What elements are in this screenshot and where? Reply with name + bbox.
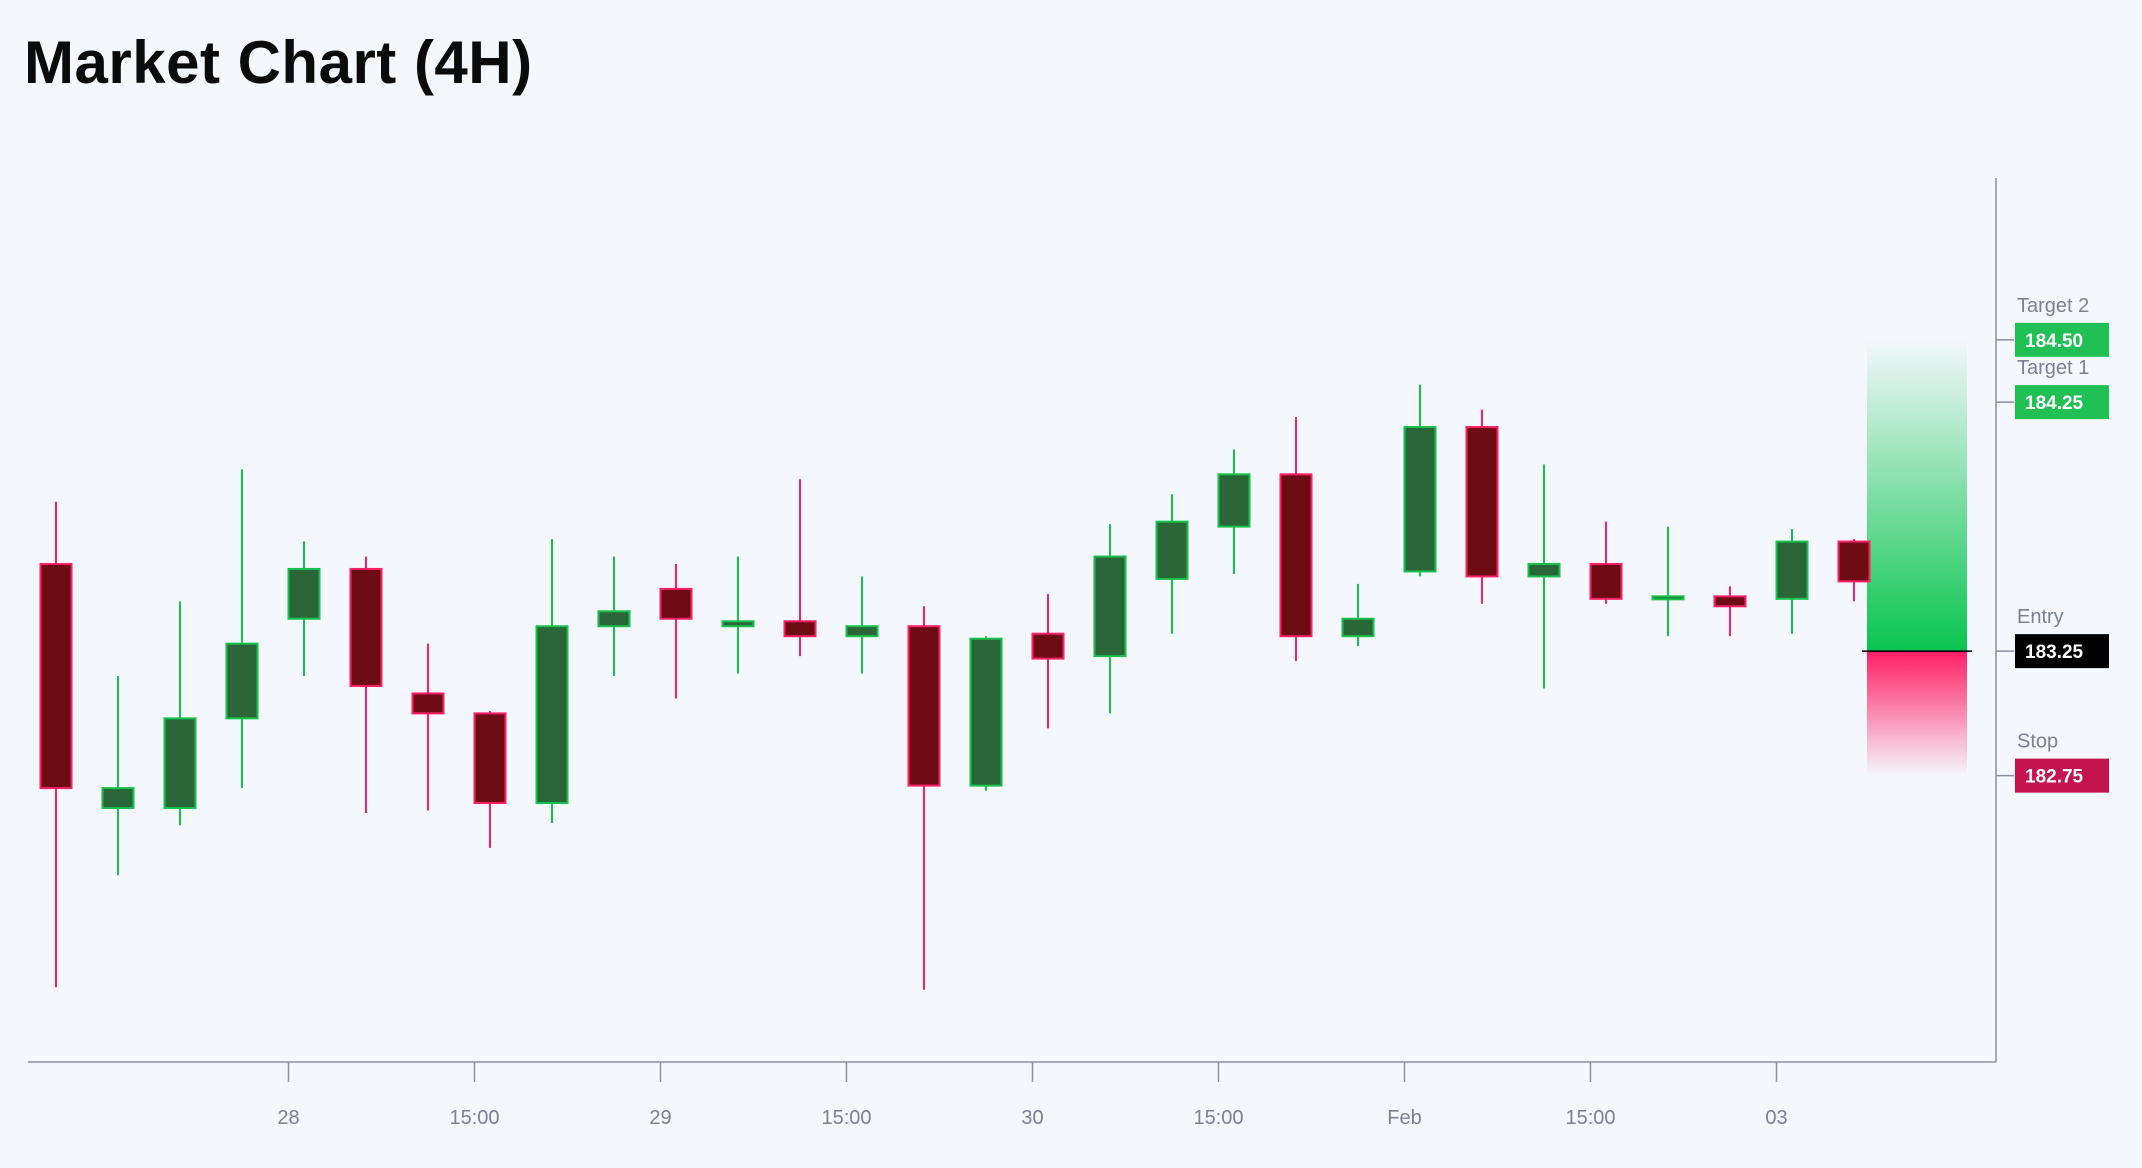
candle xyxy=(1403,384,1437,577)
x-tick-label: 15:00 xyxy=(1193,1107,1243,1129)
level-value: 182.75 xyxy=(2025,767,2084,788)
x-tick-label: 29 xyxy=(649,1107,671,1129)
candle xyxy=(1527,464,1561,689)
candle-body xyxy=(907,625,941,787)
candle-body xyxy=(1217,473,1251,528)
candle xyxy=(907,606,941,990)
price-levels-layer: Target 2 184.50 Target 1 184.25 Entry 183.25 S… xyxy=(1996,295,2109,793)
x-tick-label: 15:00 xyxy=(449,1107,499,1129)
candle xyxy=(1465,409,1499,604)
candle xyxy=(101,676,135,876)
candle-body xyxy=(1093,555,1127,658)
level-name: Entry xyxy=(2017,606,2064,628)
candle xyxy=(1279,417,1313,662)
level-name: Target 1 xyxy=(2017,357,2089,379)
candle-body xyxy=(1279,473,1313,638)
candle xyxy=(783,479,817,657)
candle xyxy=(1031,593,1065,729)
level-value: 184.25 xyxy=(2025,393,2084,414)
candle-body xyxy=(597,610,631,628)
candle xyxy=(1093,524,1127,714)
candle xyxy=(1837,539,1871,602)
candle xyxy=(1713,586,1747,637)
x-tick-label: 15:00 xyxy=(1565,1107,1615,1129)
candle xyxy=(1155,494,1189,634)
candle-body xyxy=(411,692,445,715)
candle-body xyxy=(1837,540,1871,583)
x-tick-label: Feb xyxy=(1387,1107,1421,1129)
x-tick-label: 15:00 xyxy=(821,1107,871,1129)
level-badge xyxy=(2015,322,2109,357)
level-badge xyxy=(2015,634,2109,669)
x-tick-label: 28 xyxy=(277,1107,299,1129)
candle xyxy=(225,469,259,789)
x-tick-label: 30 xyxy=(1021,1107,1043,1129)
candle-body xyxy=(783,620,817,638)
level-value: 183.25 xyxy=(2025,642,2084,663)
level-badge xyxy=(2015,385,2109,420)
candle-body xyxy=(845,625,879,638)
price-level-target-1: Target 1 184.25 xyxy=(1996,357,2109,420)
candle xyxy=(411,643,445,811)
candle xyxy=(969,636,1003,791)
candle xyxy=(1651,526,1685,637)
level-badge xyxy=(2015,758,2109,793)
candle xyxy=(1589,521,1623,604)
candle-body xyxy=(1527,562,1561,578)
level-name: Target 2 xyxy=(2017,295,2089,317)
candle xyxy=(659,563,693,699)
candle-body xyxy=(1713,595,1747,608)
candle-body xyxy=(1775,540,1809,600)
candle xyxy=(1775,529,1809,634)
candle-body xyxy=(1341,617,1375,638)
candle xyxy=(349,556,383,813)
chart-title: Market Chart (4H) xyxy=(24,29,533,96)
price-level-stop: Stop 182.75 xyxy=(1996,731,2109,793)
x-tick-label: 03 xyxy=(1765,1107,1787,1129)
candle-body xyxy=(969,637,1003,787)
candle xyxy=(473,710,507,848)
candle xyxy=(597,556,631,677)
candle-body xyxy=(101,787,135,810)
candle xyxy=(845,576,879,674)
candle xyxy=(39,501,73,988)
candle-body xyxy=(721,620,755,628)
candle-body xyxy=(349,567,383,687)
candle-body xyxy=(1403,426,1437,573)
candle xyxy=(535,539,569,823)
candle xyxy=(721,556,755,674)
candle-body xyxy=(39,562,73,790)
candle-body xyxy=(1465,426,1499,578)
candle-body xyxy=(225,642,259,720)
candle-body xyxy=(163,717,197,810)
price-level-entry: Entry 183.25 xyxy=(1996,606,2109,669)
candle-body xyxy=(473,712,507,805)
price-level-target-2: Target 2 184.50 xyxy=(1996,295,2109,357)
candle-body xyxy=(1155,520,1189,580)
candle-body xyxy=(287,567,321,620)
candle-body xyxy=(1651,595,1685,601)
candle-body xyxy=(659,587,693,620)
candles-layer xyxy=(39,384,1871,990)
candle xyxy=(1341,583,1375,647)
level-name: Stop xyxy=(2017,731,2058,753)
reward-zone xyxy=(1867,339,1967,652)
axes-layer: 28 15:00 29 15:00 30 15:00 Feb 15:00 03 xyxy=(28,178,1997,1129)
level-value: 184.50 xyxy=(2025,331,2083,352)
candle-body xyxy=(1031,632,1065,660)
candle xyxy=(163,601,197,826)
candle xyxy=(287,541,321,677)
candle xyxy=(1217,449,1251,574)
candle-body xyxy=(1589,562,1623,600)
risk-zone xyxy=(1867,651,1967,776)
candle-body xyxy=(535,625,569,805)
trade-zones xyxy=(1862,339,1972,776)
